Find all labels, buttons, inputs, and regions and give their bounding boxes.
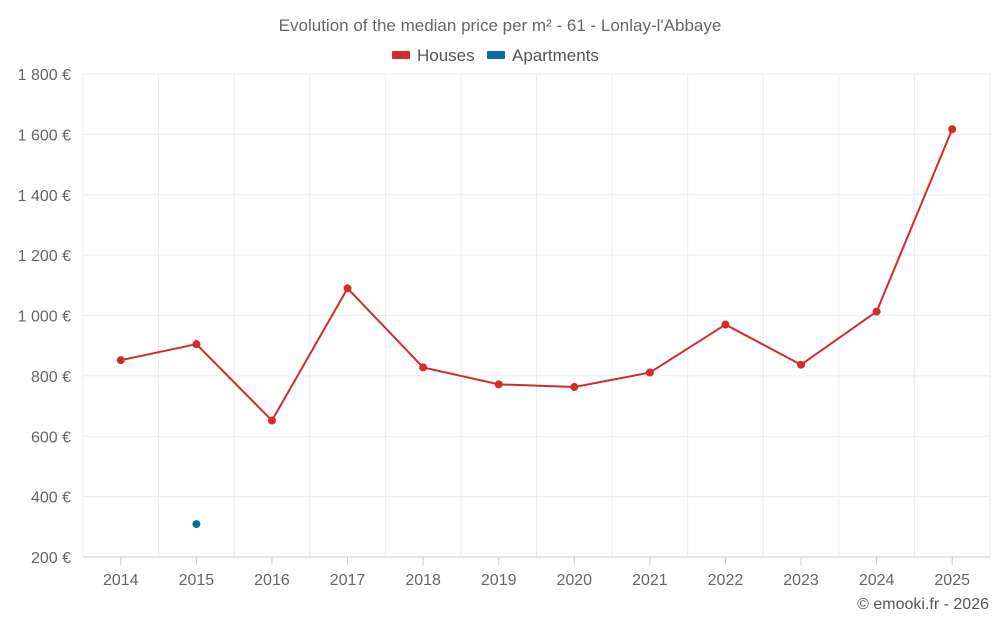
y-tick-label: 1 600 € <box>18 127 71 144</box>
data-point-houses[interactable] <box>267 416 276 425</box>
x-tick-label: 2018 <box>405 572 441 589</box>
legend-item-apartments[interactable]: Apartments <box>487 46 599 65</box>
data-point-houses[interactable] <box>494 380 503 389</box>
data-point-houses[interactable] <box>192 340 201 349</box>
legend: Houses Apartments <box>392 46 599 65</box>
credit-text: © emooki.fr - 2026 <box>857 596 989 613</box>
x-tick-label: 2017 <box>330 572 366 589</box>
series-line-houses <box>120 128 954 422</box>
x-tick-label: 2021 <box>632 572 668 589</box>
y-tick-label: 600 € <box>31 429 71 446</box>
x-tick-label: 2019 <box>481 572 517 589</box>
data-point-houses[interactable] <box>419 363 428 372</box>
data-point-houses[interactable] <box>343 284 352 293</box>
y-tick-label: 1 000 € <box>18 309 71 326</box>
x-tick-label: 2016 <box>254 572 290 589</box>
legend-label-apartments: Apartments <box>512 46 599 65</box>
data-point-houses[interactable] <box>645 368 654 377</box>
data-point-houses[interactable] <box>797 360 806 369</box>
legend-swatch-apartments <box>487 51 505 59</box>
y-tick-label: 1 800 € <box>18 67 71 84</box>
y-tick-label: 800 € <box>31 369 71 386</box>
x-tick-label: 2024 <box>859 572 895 589</box>
x-tick-label: 2022 <box>708 572 744 589</box>
grid <box>82 73 991 557</box>
data-point-houses[interactable] <box>721 320 730 329</box>
y-tick-label: 1 400 € <box>18 188 71 205</box>
axes: 200 € 400 € 600 € 800 € 1 000 € 1 200 € 1 400 … <box>18 67 990 589</box>
series <box>116 125 957 529</box>
chart-title: Evolution of the median price per m² - 6… <box>279 16 722 35</box>
x-tick-label: 2025 <box>934 572 970 589</box>
x-tick-label: 2014 <box>103 572 139 589</box>
data-point-apartments[interactable] <box>192 520 201 529</box>
x-tick-label: 2015 <box>179 572 215 589</box>
x-tick-label: 2020 <box>556 572 592 589</box>
data-point-houses[interactable] <box>570 383 579 392</box>
data-point-houses[interactable] <box>872 307 881 316</box>
legend-swatch-houses <box>392 51 410 59</box>
y-tick-label: 200 € <box>31 550 71 567</box>
legend-item-houses[interactable]: Houses <box>392 46 475 65</box>
x-tick-label: 2023 <box>783 572 819 589</box>
data-point-houses[interactable] <box>948 125 957 134</box>
legend-label-houses: Houses <box>417 46 475 65</box>
y-tick-label: 1 200 € <box>18 248 71 265</box>
data-point-houses[interactable] <box>116 356 125 365</box>
y-tick-label: 400 € <box>31 490 71 507</box>
